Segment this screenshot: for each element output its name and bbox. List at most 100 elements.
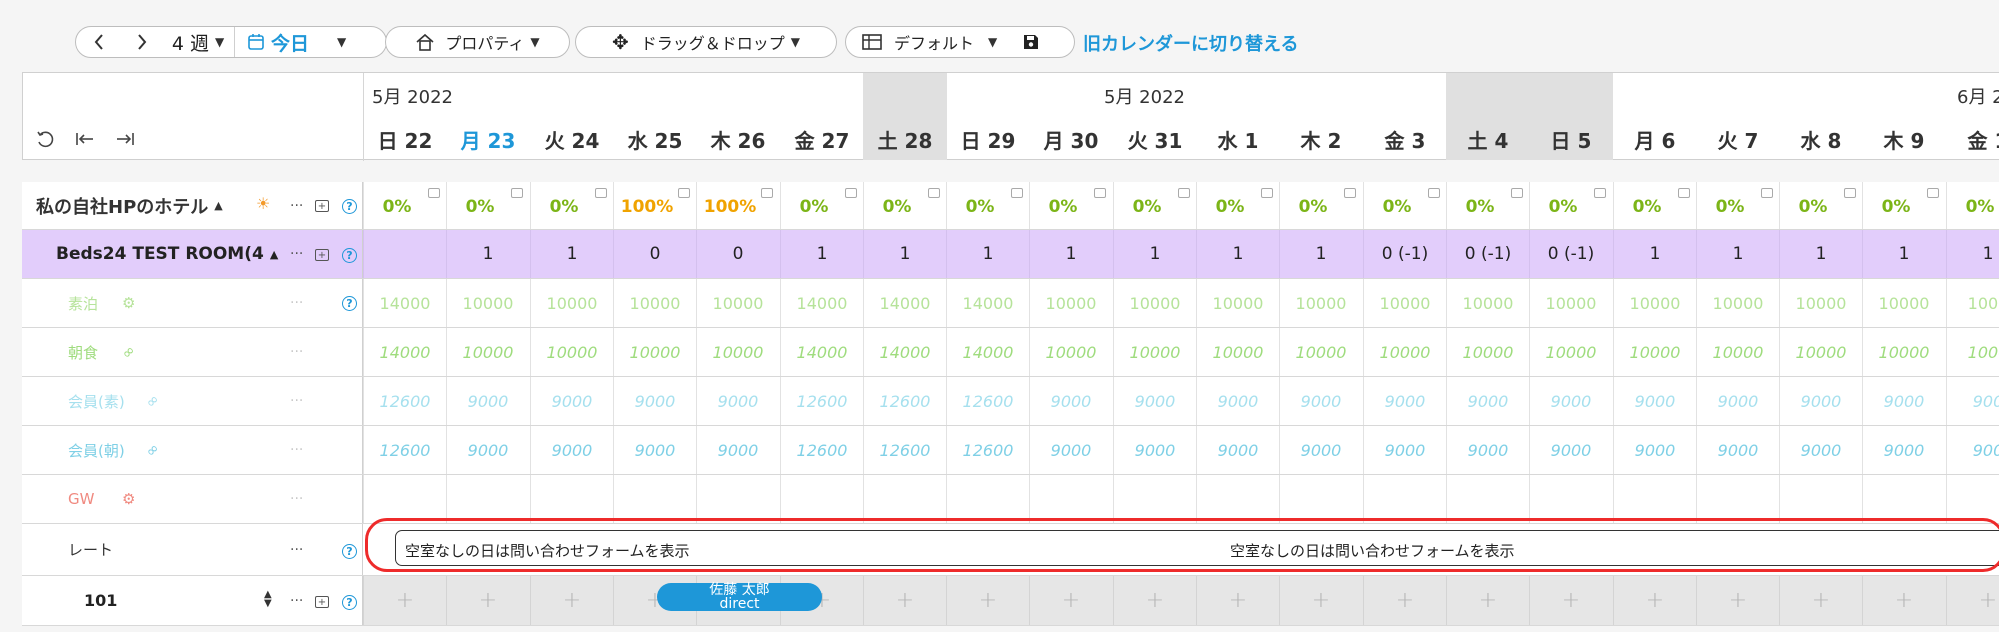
undo-icon[interactable] (35, 129, 55, 149)
price-cell[interactable]: 14000 (363, 279, 446, 327)
add-booking-cell[interactable]: + (946, 576, 1029, 625)
availability-cell[interactable]: 1 (1113, 230, 1196, 278)
price-cell[interactable]: 10000 (1279, 279, 1362, 327)
price-cell[interactable]: 10000 (1613, 279, 1696, 327)
price-cell[interactable]: 10000 (1529, 279, 1612, 327)
price-cell[interactable]: 10000 (1363, 279, 1446, 327)
price-cell[interactable]: 9000 (1696, 426, 1779, 474)
help-icon[interactable]: ? (342, 248, 357, 263)
more-icon[interactable]: ··· (290, 344, 304, 360)
prev-button[interactable] (76, 27, 122, 57)
price-cell[interactable]: 9000 (1862, 377, 1945, 425)
price-cell[interactable]: 10000 (446, 279, 529, 327)
price-cell[interactable] (1196, 475, 1279, 523)
price-cell[interactable] (363, 475, 446, 523)
comment-icon[interactable] (1844, 188, 1856, 198)
comment-icon[interactable] (511, 188, 523, 198)
price-cell[interactable]: 9000 (1862, 426, 1945, 474)
price-cell[interactable]: 9000 (1696, 377, 1779, 425)
price-cell[interactable]: 9000 (1529, 377, 1612, 425)
collapse-left-icon[interactable] (75, 131, 95, 147)
help-icon[interactable]: ? (342, 296, 357, 311)
price-cell[interactable]: 12600 (863, 377, 946, 425)
price-cell[interactable]: 9000 (613, 377, 696, 425)
price-cell[interactable] (946, 475, 1029, 523)
availability-cell[interactable]: 1 (863, 230, 946, 278)
occupancy-cell[interactable]: 0% (363, 182, 446, 229)
layout-select[interactable]: デフォルト ▼ (845, 26, 1075, 58)
price-cell[interactable]: 10000 (1779, 279, 1862, 327)
price-cell[interactable]: 10000 (1446, 279, 1529, 327)
availability-cell[interactable]: 1 (1946, 230, 1999, 278)
comment-icon[interactable] (928, 188, 940, 198)
price-cell[interactable]: 12600 (363, 426, 446, 474)
availability-cell[interactable]: 1 (1029, 230, 1112, 278)
add-booking-cell[interactable]: + (530, 576, 613, 625)
price-cell[interactable] (696, 475, 779, 523)
comment-icon[interactable] (845, 188, 857, 198)
occupancy-cell[interactable]: 100% (696, 182, 779, 229)
comment-icon[interactable] (595, 188, 607, 198)
price-cell[interactable] (1279, 475, 1362, 523)
availability-cell[interactable]: 1 (1279, 230, 1362, 278)
price-cell[interactable] (863, 475, 946, 523)
price-cell[interactable]: 10000 (530, 279, 613, 327)
more-icon[interactable]: ··· (290, 393, 304, 409)
price-cell[interactable]: 10000 (1446, 328, 1529, 376)
price-cell[interactable]: 9000 (1113, 426, 1196, 474)
comment-icon[interactable] (1428, 188, 1440, 198)
price-cell[interactable]: 9000 (1446, 377, 1529, 425)
price-cell[interactable] (1613, 475, 1696, 523)
price-cell[interactable]: 9000 (1196, 426, 1279, 474)
comment-icon[interactable] (1511, 188, 1523, 198)
price-cell[interactable]: 12600 (946, 426, 1029, 474)
add-booking-cell[interactable]: + (1196, 576, 1279, 625)
price-cell[interactable]: 10000 (696, 328, 779, 376)
occupancy-cell[interactable]: 0% (1529, 182, 1612, 229)
occupancy-cell[interactable]: 0% (1696, 182, 1779, 229)
price-cell[interactable]: 9000 (1196, 377, 1279, 425)
comment-icon[interactable]: + (315, 200, 329, 212)
price-cell[interactable]: 1000 (1946, 328, 1999, 376)
availability-cell[interactable]: 0 (-1) (1446, 230, 1529, 278)
add-booking-cell[interactable]: + (1696, 576, 1779, 625)
comment-icon[interactable] (1261, 188, 1273, 198)
price-cell[interactable]: 10000 (1529, 328, 1612, 376)
occupancy-cell[interactable]: 0% (1946, 182, 1999, 229)
availability-cell[interactable] (363, 230, 446, 278)
price-cell[interactable]: 10000 (1196, 328, 1279, 376)
price-cell[interactable]: 9000 (1113, 377, 1196, 425)
next-button[interactable] (122, 27, 162, 57)
availability-cell[interactable]: 1 (1196, 230, 1279, 278)
comment-icon[interactable]: + (315, 249, 329, 261)
price-cell[interactable] (1029, 475, 1112, 523)
price-cell[interactable]: 10000 (1113, 328, 1196, 376)
price-cell[interactable] (1113, 475, 1196, 523)
price-cell[interactable]: 9000 (1613, 377, 1696, 425)
price-cell[interactable]: 10000 (1779, 328, 1862, 376)
switch-calendar-link[interactable]: 旧カレンダーに切り替える (1083, 34, 1299, 55)
price-cell[interactable] (1696, 475, 1779, 523)
comment-icon[interactable] (1178, 188, 1190, 198)
save-icon[interactable] (1023, 34, 1039, 50)
room-name[interactable]: Beds24 TEST ROOM(4 ▲ (56, 230, 278, 278)
price-cell[interactable] (780, 475, 863, 523)
caret-up-icon[interactable]: ▲ (269, 247, 279, 261)
rate-note-box[interactable]: 空室なしの日は問い合わせフォームを表示 空室なしの日は問い合わせフォームを表示 (395, 530, 1999, 566)
price-cell[interactable]: 9000 (1613, 426, 1696, 474)
caret-up-icon[interactable]: ▲ (214, 199, 223, 212)
price-cell[interactable]: 9000 (1279, 377, 1362, 425)
price-cell[interactable]: 10000 (613, 279, 696, 327)
availability-cell[interactable]: 1 (946, 230, 1029, 278)
price-cell[interactable] (530, 475, 613, 523)
occupancy-cell[interactable]: 0% (1779, 182, 1862, 229)
add-booking-cell[interactable]: + (1529, 576, 1612, 625)
price-cell[interactable]: 9000 (1279, 426, 1362, 474)
availability-cell[interactable]: 0 (696, 230, 779, 278)
more-icon[interactable]: ··· (290, 197, 304, 214)
price-cell[interactable]: 10000 (1696, 279, 1779, 327)
add-booking-cell[interactable]: + (446, 576, 529, 625)
more-icon[interactable]: ··· (290, 246, 304, 262)
help-icon[interactable]: ? (342, 595, 357, 610)
price-cell[interactable]: 9000 (1363, 426, 1446, 474)
